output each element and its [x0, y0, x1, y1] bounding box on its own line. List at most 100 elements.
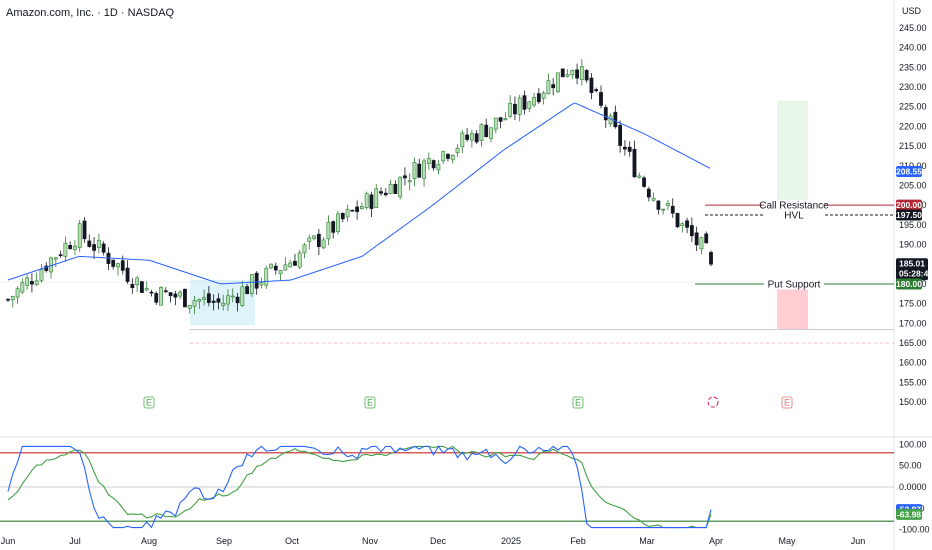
candle-body [321, 239, 326, 249]
candle-body [594, 89, 599, 92]
hvl-price-badge: 197.50 [896, 209, 922, 221]
candle [522, 90, 527, 115]
x-tick-label: Mar [639, 536, 655, 546]
x-tick-label: Feb [570, 536, 586, 546]
candle [96, 233, 101, 254]
candle [53, 256, 58, 268]
candle [627, 141, 632, 157]
earnings-marker: E [364, 396, 376, 409]
candle-body [230, 295, 235, 298]
osc-tick-label: 50.00 [899, 461, 922, 471]
candle [517, 94, 522, 122]
candle-body [426, 158, 431, 164]
candle [446, 153, 450, 162]
price-tick-label: 225.00 [899, 102, 927, 112]
candle-body [651, 197, 656, 201]
candle [159, 286, 163, 306]
candle-body [689, 225, 694, 237]
candle-body [130, 283, 135, 289]
candle-body [661, 208, 666, 211]
candle-body [302, 244, 307, 254]
candle-body [216, 298, 221, 303]
price-tick-label: 240.00 [899, 43, 927, 53]
candle-body [675, 213, 680, 228]
candle [283, 257, 288, 271]
candle-body [498, 117, 503, 122]
candle [149, 289, 154, 297]
candle-body [283, 264, 288, 271]
candle-body [135, 277, 140, 286]
candle [216, 293, 221, 310]
candle [168, 292, 173, 303]
candle-body [63, 242, 68, 257]
candle [206, 286, 211, 307]
candle [221, 294, 226, 311]
candle [412, 157, 417, 187]
osc-green-badge: -63.98 [896, 508, 922, 520]
annotation-bg [764, 278, 824, 290]
candle [417, 158, 422, 178]
candle-body [541, 92, 546, 99]
bar-countdown: 05:28:46 [899, 269, 932, 279]
price-tick-label: 215.00 [899, 141, 927, 151]
candle-body [627, 146, 632, 152]
osc-tick-label: 100.00 [899, 439, 927, 449]
candle [345, 204, 350, 222]
candle-body [359, 206, 364, 210]
osc-blue-line [7, 445, 712, 529]
candle-body [398, 176, 403, 198]
candle-body [403, 175, 407, 179]
candle [10, 295, 15, 308]
candle-body [140, 281, 144, 293]
candle [254, 271, 259, 295]
earnings-label: E [575, 398, 581, 408]
candle-body [417, 163, 422, 178]
price-tick-label: 165.00 [899, 338, 927, 348]
candle [92, 237, 96, 259]
candle [39, 263, 44, 283]
candle-body [68, 245, 73, 250]
candle-body [168, 292, 173, 297]
call-resistance-label: Call Resistance [759, 201, 829, 212]
candle-body [431, 160, 436, 169]
candle [125, 260, 130, 284]
candle-body [570, 69, 575, 76]
candle-body [326, 221, 331, 240]
candle-body [465, 134, 470, 140]
candle-body [259, 282, 264, 286]
candle-body [312, 235, 316, 239]
candle-body [336, 213, 340, 232]
candle [336, 210, 340, 235]
candle-body [436, 164, 441, 171]
x-tick-label: Nov [362, 536, 379, 546]
candle [297, 249, 302, 270]
candle [355, 200, 360, 220]
oscillator-layer [0, 445, 894, 529]
candle [30, 273, 34, 293]
annotation-bg [764, 209, 824, 221]
candle-body [278, 270, 283, 275]
candle-body [125, 267, 130, 282]
candle-body [374, 188, 379, 208]
candle [15, 286, 20, 304]
ma-price-badge: 208.55 [896, 165, 922, 177]
candle [565, 69, 570, 78]
currency-label[interactable]: USD [902, 6, 922, 16]
x-tick-label: Oct [285, 536, 300, 546]
candle-body [584, 70, 589, 81]
earnings-badge [781, 396, 793, 409]
candle-body [154, 293, 159, 303]
x-tick-label: 2025 [501, 536, 521, 546]
put-support-label: Put Support [768, 279, 821, 290]
candle [646, 186, 651, 202]
candle [273, 262, 278, 275]
candle-body [522, 95, 527, 110]
candle [589, 72, 594, 100]
candle-body [517, 97, 522, 115]
candle [661, 208, 666, 215]
candle-body [77, 223, 82, 248]
candle [398, 176, 403, 200]
candle-body [709, 252, 713, 265]
candles-layer [6, 58, 713, 315]
